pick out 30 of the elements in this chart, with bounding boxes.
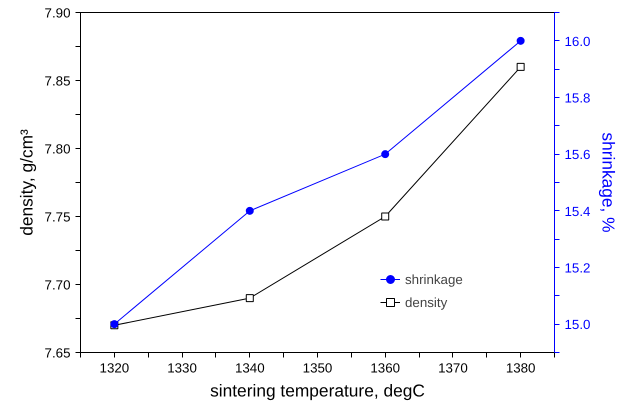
y2-tick-label: 16.0 xyxy=(564,34,590,49)
y2-axis-title: shrinkage, % xyxy=(598,132,618,233)
point xyxy=(381,212,390,220)
y2-tick-label: 15.8 xyxy=(564,90,590,106)
x-tick-label: 1350 xyxy=(302,360,332,376)
point xyxy=(516,36,525,45)
x-tick-label: 1360 xyxy=(370,360,400,376)
y-tick-label: 7.80 xyxy=(44,142,71,156)
y2-tick-label: 15.4 xyxy=(564,204,592,219)
y-tick-label: 7.90 xyxy=(44,6,71,20)
x-axis-title: sintering temperature, degC xyxy=(210,380,425,400)
point xyxy=(516,62,525,71)
y2-tick-label: 15.0 xyxy=(564,317,590,332)
y2-tick-label: 15.6 xyxy=(564,147,590,162)
x-tick-label: 1320 xyxy=(100,360,130,376)
y-axis-title: density, g/cm³ xyxy=(16,128,37,236)
y2-tick-label: 15.2 xyxy=(564,260,590,276)
x-tick-label: 1330 xyxy=(167,360,197,376)
point xyxy=(381,150,390,158)
point xyxy=(246,294,254,302)
y-tick-label: 7.70 xyxy=(44,278,71,292)
x-tick-label: 1340 xyxy=(234,360,265,376)
x-tick-label: 1370 xyxy=(438,360,468,376)
y-tick-label: 7.85 xyxy=(44,74,71,88)
point xyxy=(246,206,254,215)
y-tick-label: 7.65 xyxy=(44,346,71,360)
legend-label: shrinkage xyxy=(405,272,463,286)
y-tick-label: 7.75 xyxy=(44,210,71,224)
legend-label: density xyxy=(405,294,448,310)
x-tick-label: 1380 xyxy=(506,360,536,376)
